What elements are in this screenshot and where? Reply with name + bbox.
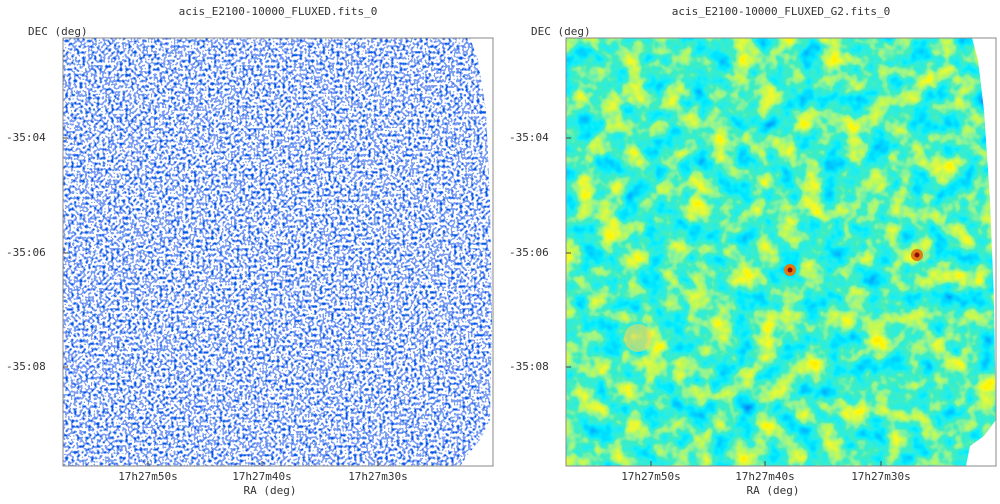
x-tick-label: 17h27m50s [118,470,178,483]
y-tick-label: -35:06 [509,246,549,259]
y-tick-label: -35:06 [6,246,46,259]
x-tick-label: 17h27m50s [621,470,681,483]
panel-title: acis_E2100-10000_FLUXED_G2.fits_0 [672,5,891,18]
y-axis-label: DEC (deg) [531,25,591,38]
source-core [787,267,793,273]
panel: acis_E2100-10000_FLUXED.fits_0 DEC (deg) R… [6,5,494,497]
x-tick-label: 17h27m40s [735,470,795,483]
bright-region [624,324,652,352]
x-axis-label: RA (deg) [244,484,297,497]
panel: acis_E2100-10000_FLUXED_G2.fits_0 DEC (de… [509,5,997,497]
y-axis-label: DEC (deg) [28,25,88,38]
source-core [914,252,920,258]
y-tick-label: -35:04 [509,131,549,144]
x-tick-label: 17h27m40s [232,470,292,483]
x-tick-label: 17h27m30s [348,470,408,483]
raw-image [63,38,492,466]
smoothed-image [566,38,996,466]
x-tick-label: 17h27m30s [851,470,911,483]
image-frame [565,37,997,467]
panel-title: acis_E2100-10000_FLUXED.fits_0 [179,5,378,18]
y-tick-label: -35:08 [509,360,549,373]
x-axis-label: RA (deg) [747,484,800,497]
y-tick-label: -35:08 [6,360,46,373]
y-tick-label: -35:04 [6,131,46,144]
image-frame [62,37,494,467]
